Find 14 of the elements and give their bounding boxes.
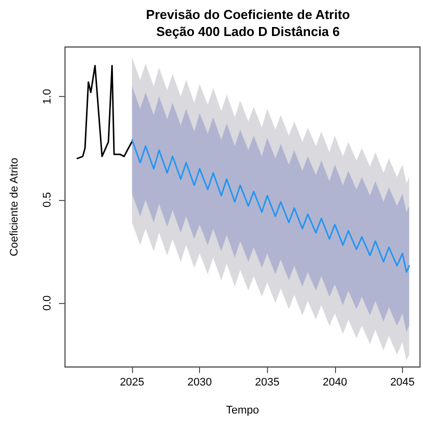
x-axis-title: Tempo [226, 404, 260, 416]
x-tick-label: 2040 [322, 376, 348, 388]
y-tick-label: 0.0 [42, 295, 54, 311]
chart-title: Previsão do Coeficiente de Atrito [146, 7, 350, 22]
x-tick-label: 2025 [120, 376, 144, 388]
line-series [76, 64, 133, 160]
x-tick-label: 2030 [187, 376, 212, 388]
x-tick-label: 2045 [390, 376, 415, 388]
x-tick-label: 2035 [254, 376, 280, 388]
chart-subtitle: Seção 400 Lado D Distância 6 [156, 24, 340, 39]
y-tick-label: 0.5 [42, 192, 54, 208]
y-tick-label: 1.0 [42, 88, 54, 104]
line-series [131, 139, 410, 273]
y-axis-title: Coeficiente de Atrito [8, 158, 20, 256]
